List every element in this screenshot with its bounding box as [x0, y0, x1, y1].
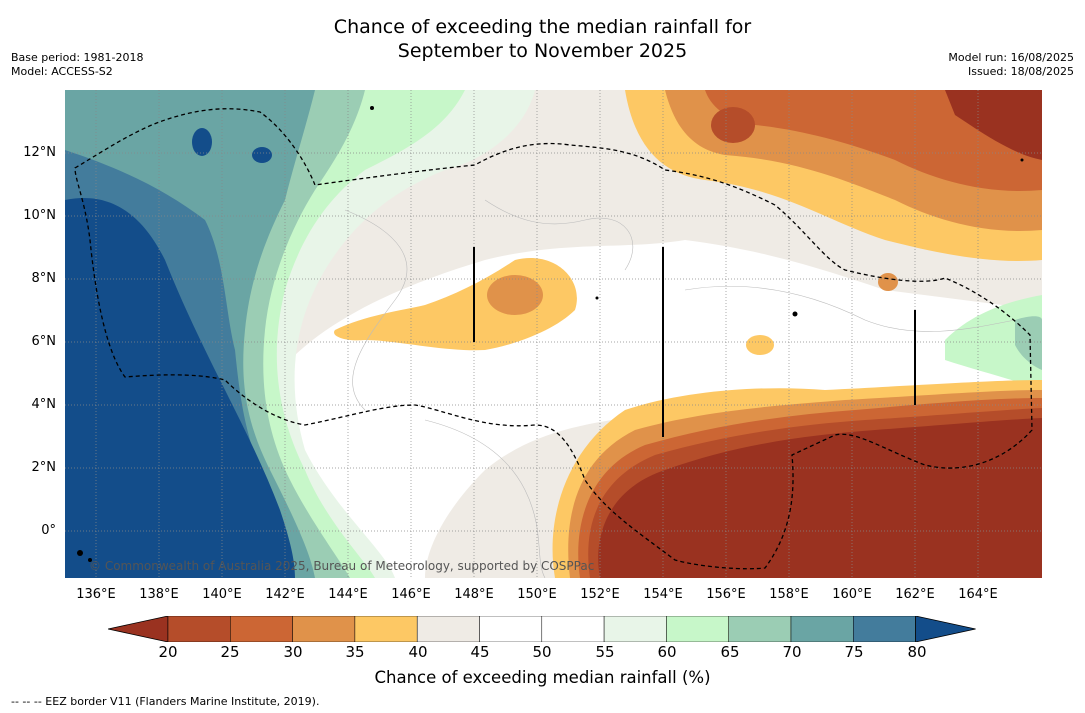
model-name: Model: ACCESS-S2 [11, 65, 113, 78]
colorbar [108, 616, 976, 642]
x-label-154e: 154°E [643, 587, 683, 602]
colorbar-cell-0 [167, 616, 231, 642]
x-label-142e: 142°E [265, 587, 305, 602]
x-label-144e: 144°E [328, 587, 368, 602]
eez-border [74, 108, 1033, 570]
y-label-10n: 10°N [23, 208, 56, 223]
brown-south-zone [598, 418, 1042, 578]
y-label-2n: 2°N [31, 460, 57, 475]
y-label-0: 0° [41, 523, 56, 538]
colorbar-cells [108, 616, 976, 642]
model-run: Model run: 16/08/2025 [948, 51, 1074, 64]
colorbar-extend-high [915, 616, 976, 642]
y-label-8n: 8°N [31, 271, 57, 286]
brown-ne-zone [945, 90, 1042, 160]
colorbar-cell-8 [666, 616, 729, 642]
x-label-152e: 152°E [580, 587, 620, 602]
region-markers [473, 247, 916, 437]
colorbar-cell-11 [853, 616, 916, 642]
colorbar-cell-9 [728, 616, 792, 642]
x-label-162e: 162°E [895, 587, 935, 602]
colorbar-title: Chance of exceeding median rainfall (%) [374, 668, 711, 687]
cb-tick-30: 30 [283, 643, 303, 661]
colorbar-cell-3 [354, 616, 418, 642]
cb-tick-80: 80 [907, 643, 927, 661]
cb-tick-55: 55 [595, 643, 615, 661]
y-label-6n: 6°N [31, 334, 57, 349]
orange-center-patch [487, 275, 543, 315]
x-label-138e: 138°E [139, 587, 179, 602]
cb-tick-40: 40 [408, 643, 428, 661]
blue-patch-1 [192, 128, 212, 156]
graticule [65, 90, 1042, 578]
x-label-160e: 160°E [832, 587, 872, 602]
colorbar-cell-4 [416, 616, 480, 642]
islands [77, 106, 1024, 562]
blue-patch-2 [252, 147, 272, 163]
cb-tick-45: 45 [470, 643, 490, 661]
x-label-164e: 164°E [958, 587, 998, 602]
cb-tick-70: 70 [782, 643, 802, 661]
x-label-140e: 140°E [202, 587, 242, 602]
y-label-4n: 4°N [31, 397, 57, 412]
x-label-148e: 148°E [454, 587, 494, 602]
x-label-136e: 136°E [76, 587, 116, 602]
meta-right: Model run: 16/08/2025 Issued: 18/08/2025 [948, 51, 1074, 79]
map-svg [65, 90, 1042, 578]
cb-tick-65: 65 [720, 643, 740, 661]
issued-date: Issued: 18/08/2025 [967, 65, 1074, 78]
green-east-zone [945, 295, 1042, 390]
colorbar-cell-10 [790, 616, 854, 642]
x-label-156e: 156°E [706, 587, 746, 602]
x-label-146e: 146°E [391, 587, 431, 602]
chart-title: Chance of exceeding the median rainfall … [0, 15, 1085, 63]
rainfall-map[interactable] [65, 90, 1042, 578]
colorbar-cell-2 [292, 616, 356, 642]
yellow-patch-east [746, 335, 774, 355]
copyright-notice: © Commonwealth of Australia 2025, Bureau… [89, 559, 595, 573]
base-period: Base period: 1981-2018 [11, 51, 144, 64]
cb-tick-35: 35 [345, 643, 365, 661]
x-label-158e: 158°E [769, 587, 809, 602]
colorbar-cell-6 [541, 616, 605, 642]
contour-lines [344, 199, 1016, 578]
orange-patch-east [878, 273, 898, 291]
dark-blue-zone [65, 198, 295, 578]
title-line-1: Chance of exceeding the median rainfall … [333, 16, 752, 38]
cb-tick-60: 60 [657, 643, 677, 661]
eez-footnote: -- -- -- EEZ border V11 (Flanders Marine… [11, 695, 320, 708]
cb-tick-25: 25 [220, 643, 240, 661]
rust-ne-patch [711, 107, 755, 143]
cb-tick-50: 50 [532, 643, 552, 661]
cb-tick-20: 20 [158, 643, 178, 661]
title-line-2: September to November 2025 [397, 40, 688, 62]
colorbar-cell-5 [479, 616, 543, 642]
colorbar-extend-low [108, 616, 169, 642]
colorbar-cell-1 [230, 616, 293, 642]
cb-tick-75: 75 [844, 643, 864, 661]
meta-left: Base period: 1981-2018 Model: ACCESS-S2 [11, 51, 143, 79]
y-label-12n: 12°N [23, 145, 56, 160]
sea-green-east-zone [1015, 316, 1042, 370]
x-label-150e: 150°E [517, 587, 557, 602]
colorbar-cell-7 [603, 616, 667, 642]
